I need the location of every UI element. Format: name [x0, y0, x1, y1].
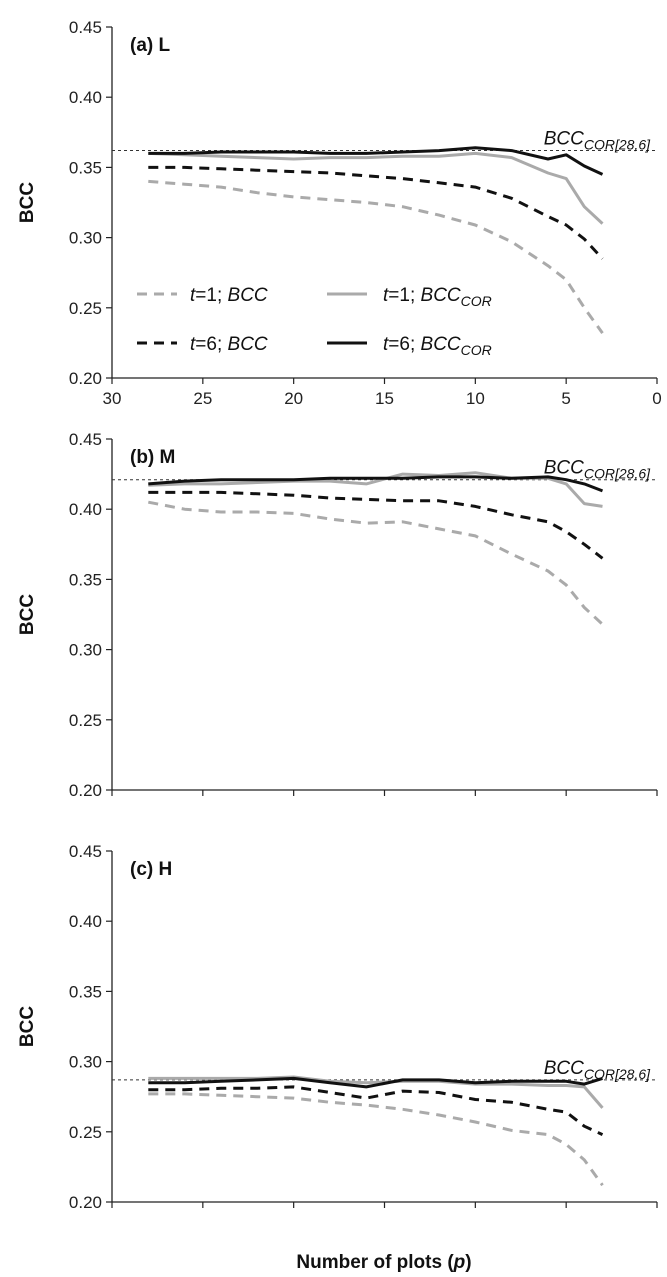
x-axis-label: Number of plots (p) — [296, 1252, 471, 1273]
series-line — [148, 490, 604, 560]
x-tick-label: 25 — [193, 389, 212, 408]
x-tick-label: 10 — [466, 389, 485, 408]
y-axis-label: BCC — [17, 1006, 38, 1047]
y-axis-label: BCC — [17, 594, 38, 635]
y-tick-label: 0.25 — [69, 299, 102, 318]
series-line — [148, 165, 604, 260]
series-line — [148, 475, 604, 493]
y-tick-label: 0.25 — [69, 711, 102, 730]
y-tick-label: 0.35 — [69, 982, 102, 1001]
panel-title: (c) H — [130, 859, 172, 880]
series-line — [148, 471, 603, 508]
y-tick-label: 0.40 — [69, 88, 102, 107]
y-tick-label: 0.25 — [69, 1123, 102, 1142]
legend-label: t=1; BCC — [190, 285, 268, 306]
panel-2: 0.20 0.25 0.30 0.35 0.40 0.45 BCC (b) M BCCCOR[2… — [17, 430, 658, 800]
panel-title: (a) L — [130, 35, 171, 56]
y-tick-label: 0.35 — [69, 158, 102, 177]
y-tick-label: 0.20 — [69, 1193, 102, 1212]
series-line — [148, 1085, 604, 1136]
series-line — [148, 179, 604, 334]
x-tick-label: 15 — [375, 389, 394, 408]
series-line — [148, 500, 604, 626]
x-tick-label: 20 — [284, 389, 303, 408]
y-tick-label: 0.30 — [69, 229, 102, 248]
y-tick-label: 0.45 — [69, 430, 102, 449]
y-axis-label: BCC — [17, 182, 38, 223]
legend-label: t=6; BCCCOR — [383, 334, 492, 358]
reference-line-label: BCCCOR[28,6] — [544, 129, 651, 153]
legend: t=1; BCC t=1; BCCCOR t=6; BCC t=6; BCCCOR — [137, 285, 492, 358]
reference-line-label: BCCCOR[28,6] — [544, 1058, 651, 1082]
x-tick-label: 30 — [103, 389, 122, 408]
y-tick-label: 0.40 — [69, 500, 102, 519]
y-tick-label: 0.30 — [69, 1053, 102, 1072]
series-line — [148, 1076, 603, 1089]
reference-line-label: BCCCOR[28,6] — [544, 458, 651, 482]
y-tick-label: 0.20 — [69, 369, 102, 388]
y-tick-label: 0.20 — [69, 781, 102, 800]
y-tick-label: 0.45 — [69, 842, 102, 861]
series-line — [148, 151, 604, 225]
legend-label: t=6; BCC — [190, 334, 268, 355]
legend-label: t=1; BCCCOR — [383, 285, 492, 309]
series-line — [148, 146, 604, 176]
y-tick-label: 0.45 — [69, 18, 102, 37]
x-tick-label: 5 — [561, 389, 570, 408]
x-tick-label: 0 — [652, 389, 661, 408]
y-tick-label: 0.30 — [69, 641, 102, 660]
series-line — [148, 1092, 604, 1187]
panel-title: (b) M — [130, 447, 175, 468]
panel-1: 0.20 0.25 0.30 0.35 0.40 0.45 30 25 20 15 10 5 0 BCC (… — [17, 18, 662, 408]
y-tick-label: 0.35 — [69, 570, 102, 589]
panel-3: 0.20 0.25 0.30 0.35 0.40 0.45 BCC (c) H BCCCOR[2… — [17, 842, 658, 1212]
y-tick-label: 0.40 — [69, 912, 102, 931]
